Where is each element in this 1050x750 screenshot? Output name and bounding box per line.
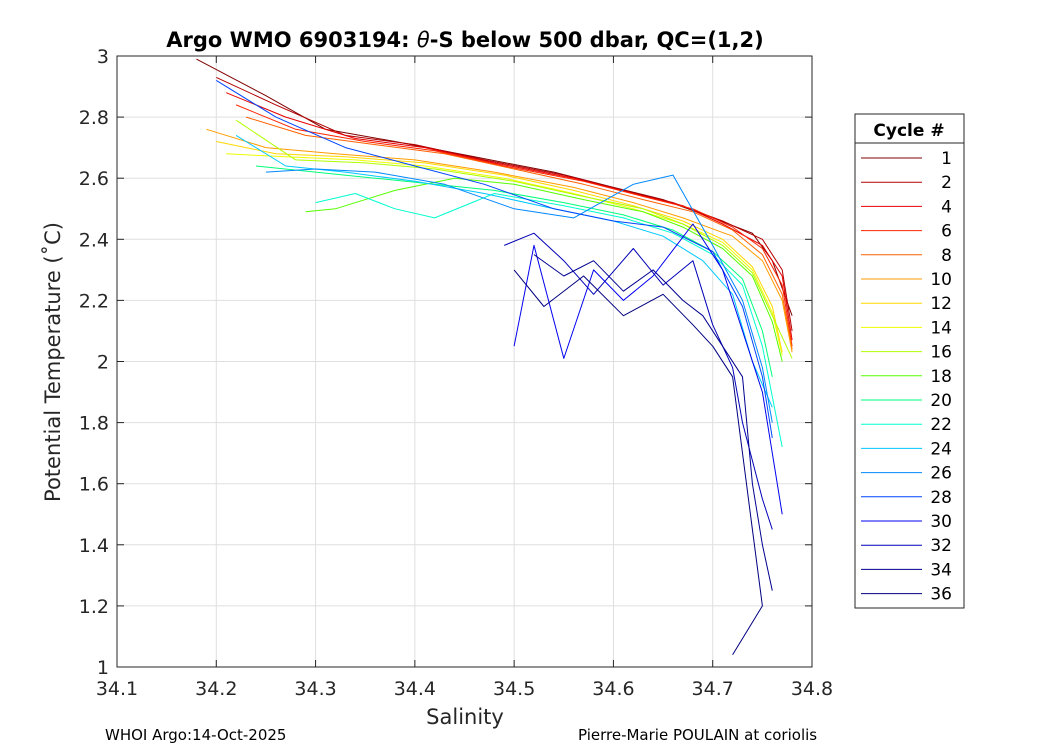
series-line-cycle-28 <box>216 79 773 438</box>
series-line-cycle-8 <box>245 116 793 350</box>
legend-label-cycle-14: 14 <box>930 318 952 338</box>
y-axis-label: Potential Temperature (˚C) <box>41 222 65 502</box>
series-line-cycle-16 <box>235 119 793 359</box>
series-line-cycle-36 <box>513 269 763 656</box>
series-line-cycle-12 <box>216 141 783 353</box>
y-tick-label: 1.6 <box>79 474 109 496</box>
legend-label-cycle-34: 34 <box>930 560 952 580</box>
x-tick-label: 34.1 <box>96 678 138 700</box>
series-line-cycle-2 <box>216 76 793 331</box>
series-line-cycle-22 <box>315 193 783 448</box>
legend-box <box>854 113 965 609</box>
y-tick-label: 2.2 <box>79 290 109 312</box>
legend-label-cycle-8: 8 <box>941 246 952 266</box>
chart-title-prefix: Argo WMO 6903194: <box>166 28 417 52</box>
legend-label-cycle-1: 1 <box>941 149 952 169</box>
y-tick-label: 1.8 <box>79 413 109 435</box>
footer-right: Pierre-Marie POULAIN at coriolis <box>578 726 817 744</box>
y-tick-label: 1.4 <box>79 535 109 557</box>
legend-label-cycle-18: 18 <box>930 367 952 387</box>
legend-label-cycle-16: 16 <box>930 343 952 363</box>
y-tick-label: 2.6 <box>79 168 109 190</box>
x-tick-label: 34.5 <box>493 678 535 700</box>
legend-label-cycle-24: 24 <box>930 439 952 459</box>
chart-title: Argo WMO 6903194: θ-S below 500 dbar, QC… <box>166 28 763 52</box>
legend-label-cycle-12: 12 <box>930 294 952 314</box>
y-tick-label: 2.8 <box>79 107 109 129</box>
x-tick-label: 34.8 <box>791 678 833 700</box>
legend-label-cycle-20: 20 <box>930 391 952 411</box>
y-tick-label: 1 <box>97 657 109 679</box>
legend-label-cycle-32: 32 <box>930 536 952 556</box>
chart-title-theta: θ <box>417 28 430 52</box>
y-tick-labels: 1 1.2 1.4 1.6 1.8 2 2.2 2.4 2.6 2.8 3 <box>79 46 109 679</box>
series-line-cycle-10 <box>206 128 793 353</box>
legend-label-cycle-6: 6 <box>941 222 952 242</box>
x-tick-label: 34.2 <box>195 678 237 700</box>
legend: Cycle # 12468101214161820222426283032343… <box>854 113 965 609</box>
series-line-cycle-34 <box>533 254 773 591</box>
series-line-cycle-18 <box>305 177 783 362</box>
legend-label-cycle-2: 2 <box>941 173 952 193</box>
series-line-cycle-20 <box>255 165 773 377</box>
legend-label-cycle-36: 36 <box>930 585 952 605</box>
legend-label-cycle-26: 26 <box>930 464 952 484</box>
chart-title-suffix: -S below 500 dbar, QC=(1,2) <box>430 28 764 52</box>
legend-title: Cycle # <box>873 121 944 141</box>
series-line-cycle-6 <box>235 104 793 347</box>
x-tick-label: 34.6 <box>592 678 634 700</box>
x-tick-label: 34.3 <box>294 678 336 700</box>
series-layer <box>196 58 793 656</box>
y-tick-label: 2 <box>97 352 109 374</box>
series-line-cycle-26 <box>265 168 773 423</box>
series-line-cycle-4 <box>226 92 793 341</box>
series-line-cycle-30 <box>513 223 783 515</box>
legend-label-cycle-4: 4 <box>941 197 952 217</box>
legend-label-cycle-30: 30 <box>930 512 952 532</box>
y-tick-label: 1.2 <box>79 596 109 618</box>
legend-label-cycle-22: 22 <box>930 415 952 435</box>
plot-frame <box>116 55 813 668</box>
y-tick-label: 3 <box>97 46 109 68</box>
legend-label-cycle-28: 28 <box>930 488 952 508</box>
x-axis-label: Salinity <box>426 705 504 729</box>
x-tick-label: 34.4 <box>394 678 436 700</box>
x-tick-labels: 34.1 34.2 34.3 34.4 34.5 34.6 34.7 34.8 <box>96 678 833 700</box>
y-tick-label: 2.4 <box>79 229 109 251</box>
x-tick-label: 34.7 <box>692 678 734 700</box>
series-line-cycle-32 <box>504 232 773 530</box>
legend-label-cycle-10: 10 <box>930 270 952 290</box>
footer-left: WHOI Argo:14-Oct-2025 <box>105 726 286 744</box>
